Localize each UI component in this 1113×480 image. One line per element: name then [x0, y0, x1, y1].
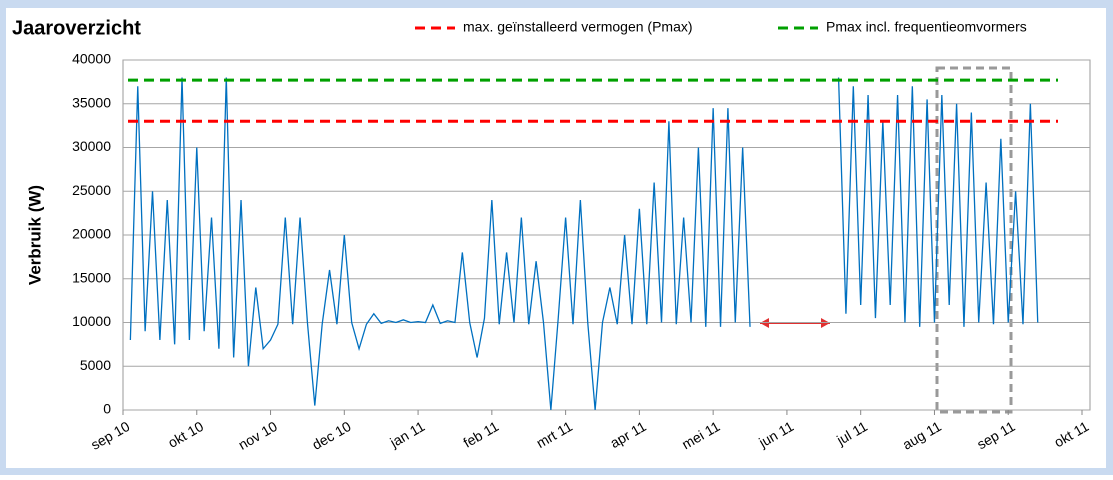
legend-label: max. geïnstalleerd vermogen (Pmax)	[463, 19, 693, 35]
data-line	[129, 77, 1039, 411]
y-tick-label: 10000	[72, 313, 111, 329]
legend-label: Pmax incl. frequentieomvormers	[826, 19, 1027, 35]
chart-area	[6, 8, 1106, 468]
y-tick-label: 40000	[72, 51, 111, 67]
y-axis-label: Verbruik (W)	[25, 185, 44, 285]
y-tick-label: 30000	[72, 138, 111, 154]
y-tick-label: 35000	[72, 94, 111, 110]
y-tick-label: 0	[103, 401, 111, 417]
y-tick-label: 15000	[72, 269, 111, 285]
y-tick-label: 5000	[80, 357, 111, 373]
y-tick-label: 20000	[72, 226, 111, 242]
y-tick-label: 25000	[72, 182, 111, 198]
chart-title: Jaaroverzicht	[12, 17, 141, 39]
